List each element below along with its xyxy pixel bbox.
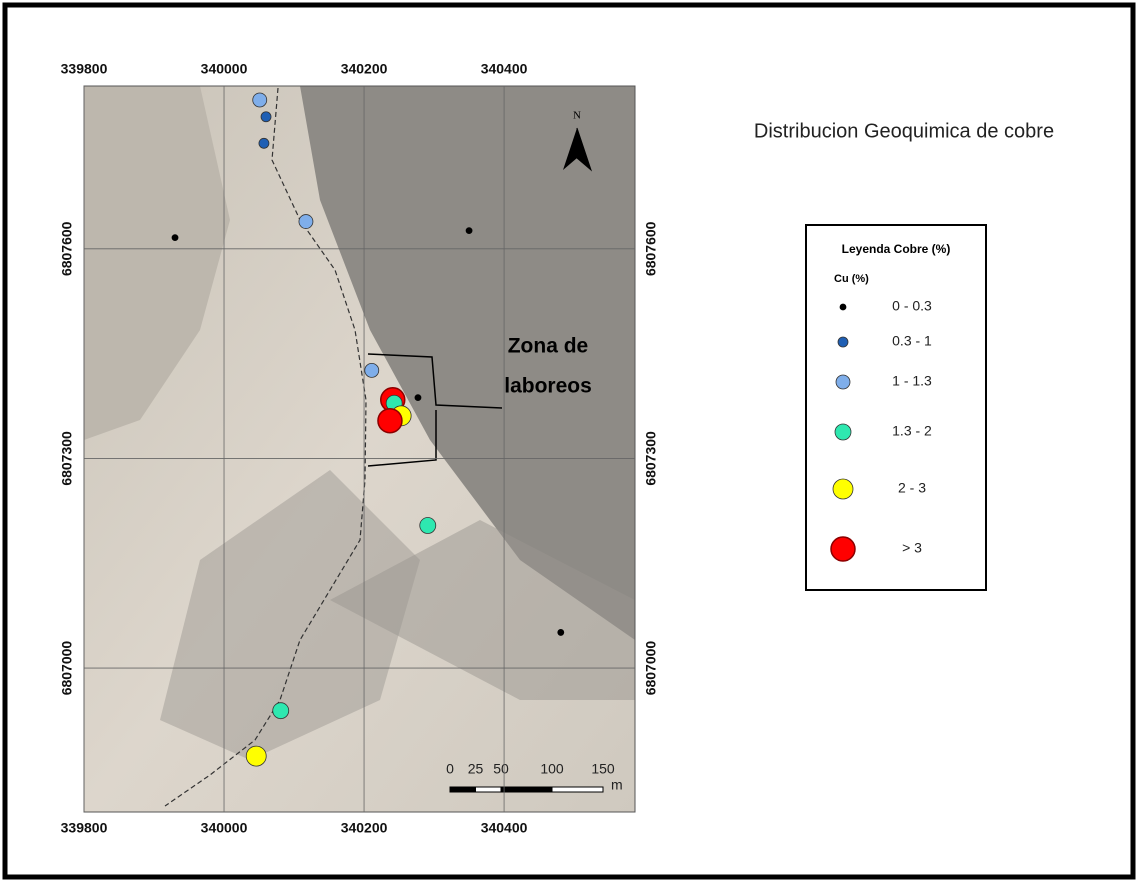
legend-symbol (831, 537, 855, 561)
legend-label: 0 - 0.3 (892, 298, 932, 314)
sample-point (299, 215, 313, 229)
sample-point (261, 112, 271, 122)
imagery (84, 86, 635, 812)
sample-point (246, 746, 266, 766)
y-tick-label: 6807000 (643, 641, 659, 696)
legend-label: 1 - 1.3 (892, 373, 932, 389)
x-tick-label: 339800 (61, 820, 108, 836)
map-figure: Zona de laboreos N Distribucion Geoquimi… (0, 0, 1138, 882)
legend-title: Leyenda Cobre (%) (842, 242, 951, 256)
legend-symbol (840, 304, 846, 310)
legend-box (806, 225, 986, 590)
scale-unit: m (611, 777, 623, 793)
scale-segment (552, 787, 603, 792)
scale-label: 25 (468, 761, 484, 777)
sample-point (273, 703, 289, 719)
x-tick-label: 340200 (341, 61, 388, 77)
scale-label: 0 (446, 761, 454, 777)
y-tick-label: 6807600 (643, 221, 659, 276)
annotation: Zona de (508, 335, 589, 358)
scale-label: 50 (493, 761, 509, 777)
sample-point (253, 93, 267, 107)
x-tick-label: 339800 (61, 61, 108, 77)
scale-segment (501, 787, 552, 792)
sample-point (365, 363, 379, 377)
y-tick-label: 6807000 (59, 641, 75, 696)
annotation: laboreos (504, 375, 592, 398)
legend-symbol (835, 424, 851, 440)
scale-segment (450, 787, 476, 792)
legend-label: 0.3 - 1 (892, 333, 932, 349)
legend-label: 1.3 - 2 (892, 423, 932, 439)
x-tick-label: 340000 (201, 820, 248, 836)
sample-point (466, 228, 472, 234)
y-tick-label: 6807300 (643, 431, 659, 486)
scale-segment (476, 787, 502, 792)
legend-symbol (836, 375, 850, 389)
sample-point (420, 518, 436, 534)
scale-label: 150 (591, 761, 615, 777)
legend-subtitle: Cu (%) (834, 273, 869, 285)
legend-symbol (838, 337, 848, 347)
x-tick-label: 340400 (481, 820, 528, 836)
map-title: Distribucion Geoquimica de cobre (754, 120, 1054, 142)
y-tick-label: 6807300 (59, 431, 75, 486)
legend-label: 2 - 3 (898, 480, 926, 496)
page: Zona de laboreos N Distribucion Geoquimi… (0, 0, 1138, 882)
sample-point (415, 395, 421, 401)
x-tick-label: 340000 (201, 61, 248, 77)
scale-label: 100 (540, 761, 564, 777)
legend-label: > 3 (902, 540, 922, 556)
sample-point (172, 235, 178, 241)
legend-symbol (833, 479, 853, 499)
x-tick-label: 340400 (481, 61, 528, 77)
sample-point (558, 629, 564, 635)
x-tick-label: 340200 (341, 820, 388, 836)
north-label: N (573, 110, 581, 122)
sample-point (378, 409, 402, 433)
y-tick-label: 6807600 (59, 221, 75, 276)
sample-point (259, 138, 269, 148)
